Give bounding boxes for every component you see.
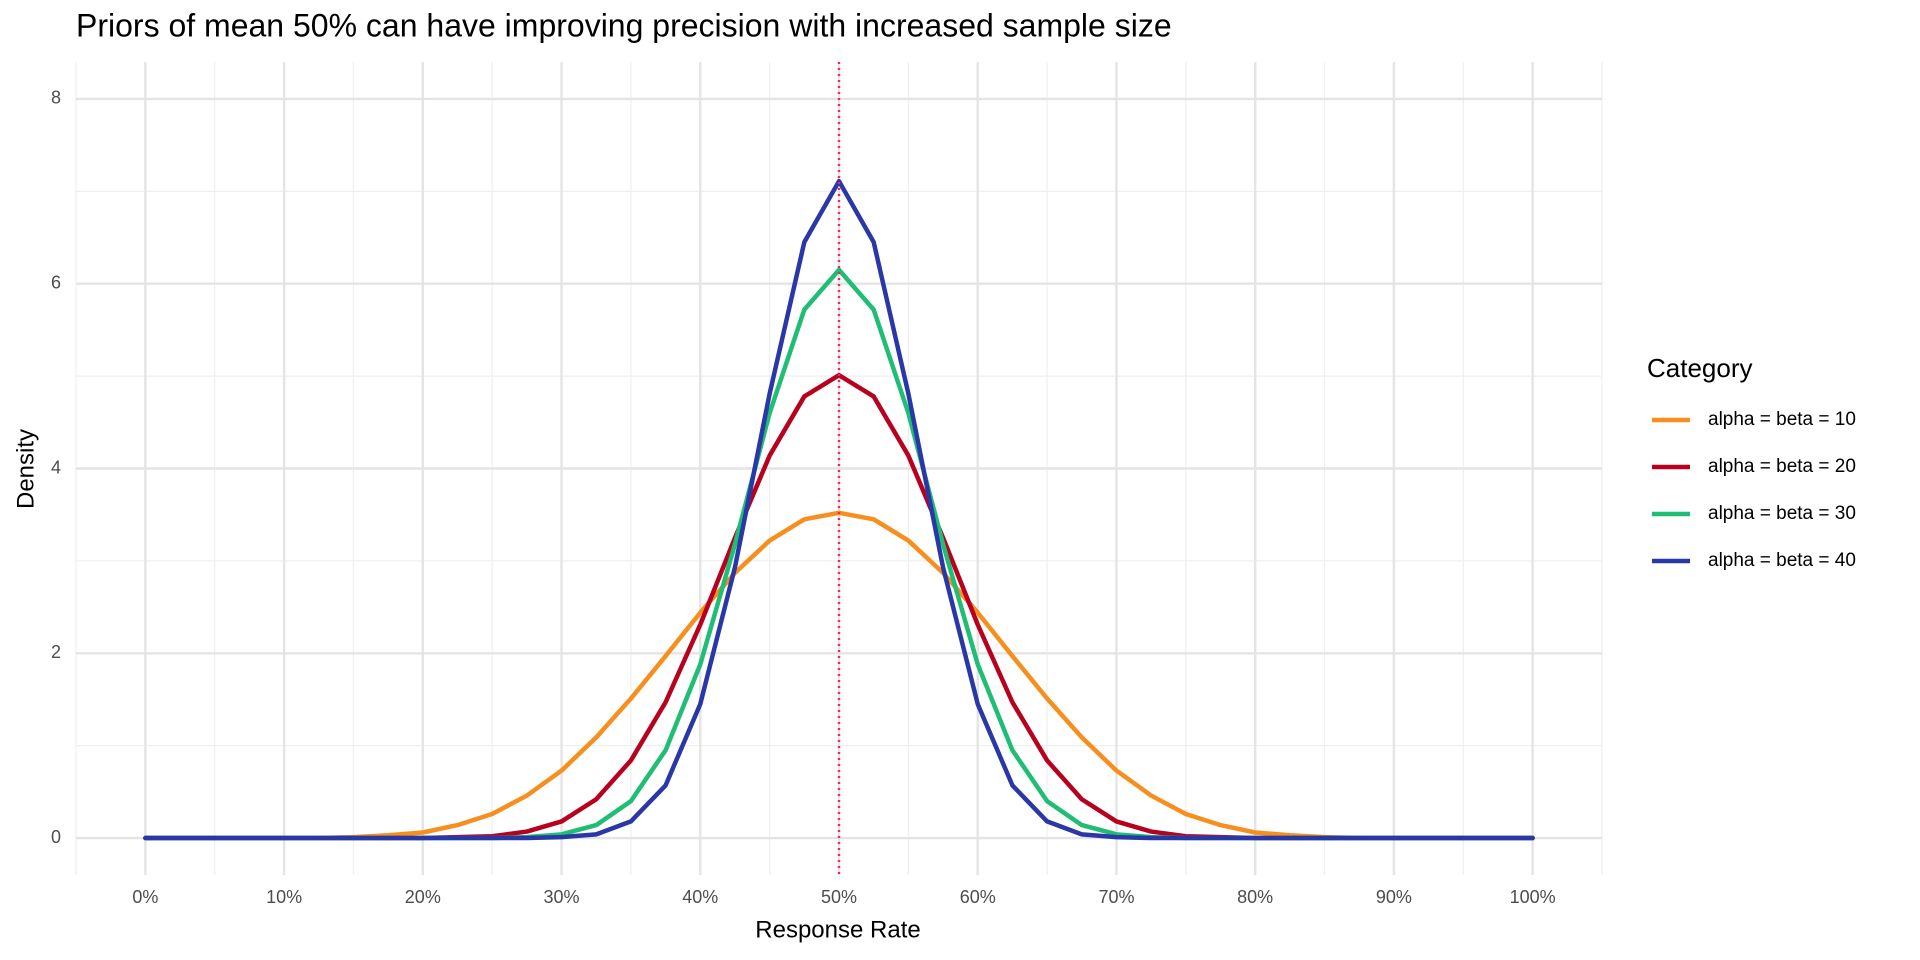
y-tick-label: 4 [51,457,61,477]
legend-title: Category [1647,353,1753,383]
y-tick-label: 0 [51,827,61,847]
legend-label: alpha = beta = 40 [1708,550,1856,571]
x-tick-label: 60% [960,887,996,907]
legend-label: alpha = beta = 20 [1708,456,1856,477]
x-tick-label: 70% [1098,887,1134,907]
y-tick-label: 6 [51,272,61,292]
y-axis-title: Density [12,429,39,509]
x-tick-label: 0% [132,887,158,907]
x-tick-label: 100% [1510,887,1556,907]
chart-title: Priors of mean 50% can have improving pr… [76,7,1172,43]
x-tick-label: 30% [544,887,580,907]
y-tick-label: 8 [51,88,61,108]
legend-label: alpha = beta = 10 [1708,409,1856,430]
legend-label: alpha = beta = 30 [1708,503,1856,524]
line-series [143,178,1535,841]
legend: Category alpha = beta = 10 alpha = beta = … [1647,353,1856,571]
x-tick-label: 50% [821,887,857,907]
x-tick-label: 80% [1237,887,1273,907]
x-tick-label: 90% [1376,887,1412,907]
x-tick-label: 20% [405,887,441,907]
x-axis-title: Response Rate [755,916,920,943]
y-tick-label: 2 [51,642,61,662]
x-tick-label: 10% [266,887,302,907]
x-tick-label: 40% [682,887,718,907]
